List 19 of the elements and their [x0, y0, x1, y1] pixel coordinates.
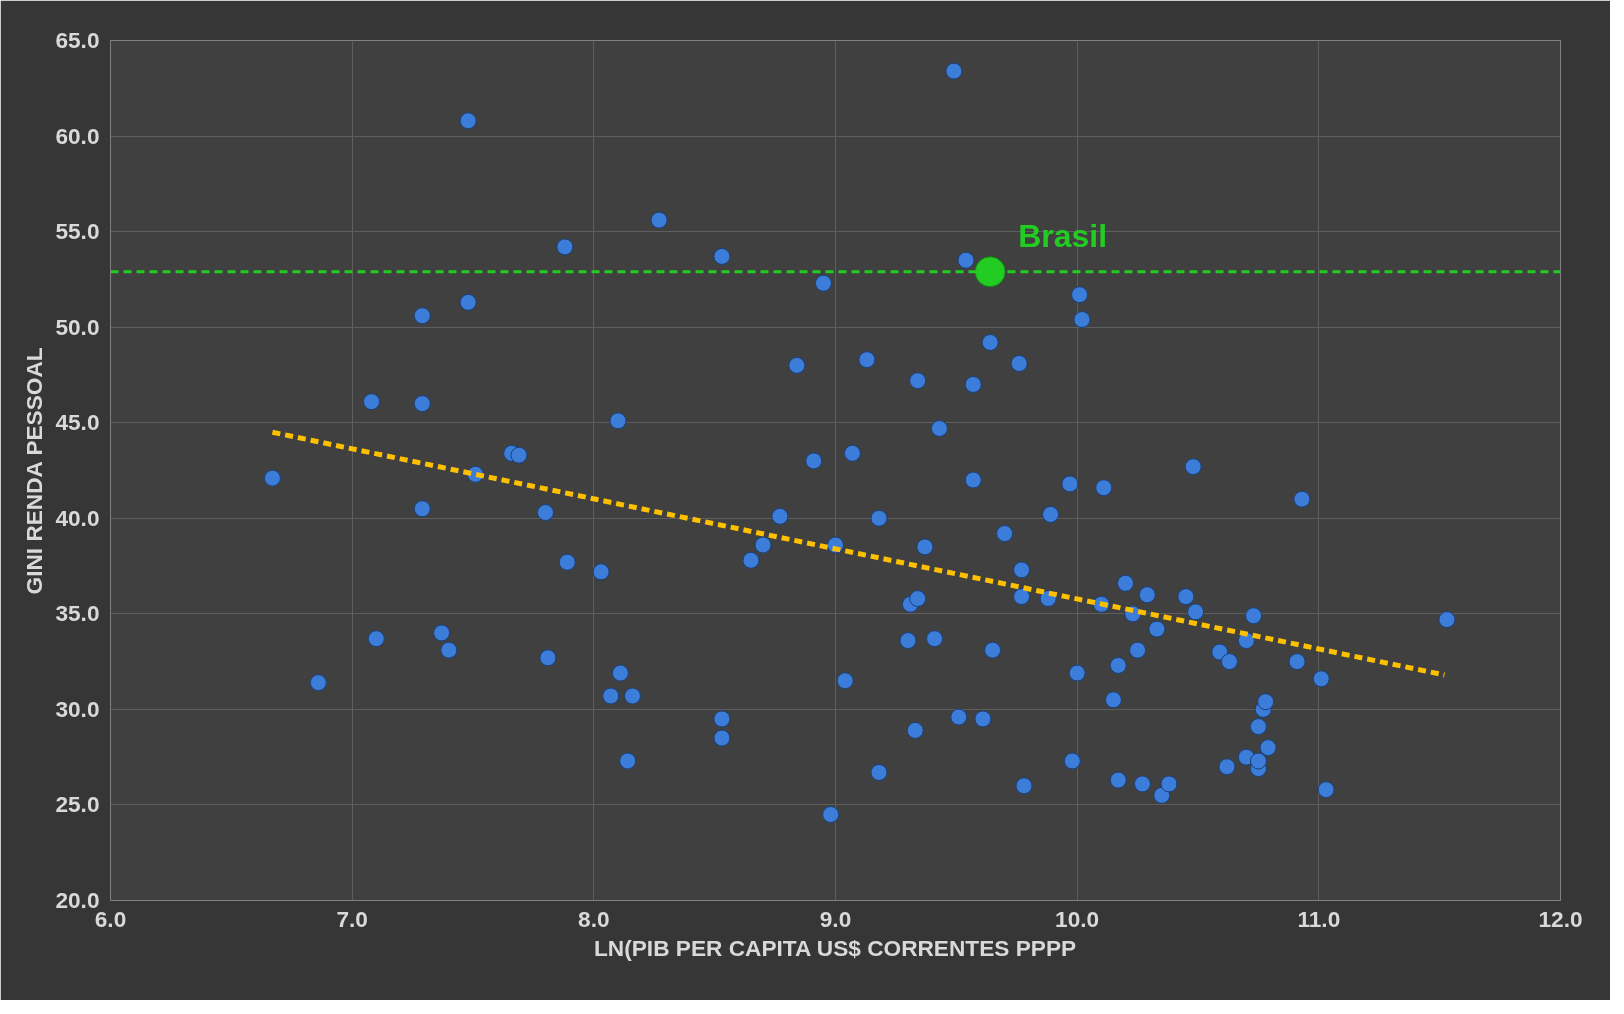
y-tick-label: 35.0	[55, 600, 100, 627]
series-label: Brasil	[1018, 217, 1108, 254]
y-tick-label: 55.0	[55, 218, 100, 245]
y-tick-label: 25.0	[55, 791, 100, 818]
x-tick-label: 9.0	[819, 905, 852, 932]
y-tick-label: 60.0	[55, 122, 100, 149]
y-tick-label: 30.0	[55, 695, 100, 722]
x-tick-label: 8.0	[578, 905, 610, 932]
y-tick-label: 65.0	[55, 27, 100, 53]
x-tick-label: 12.0	[1538, 905, 1583, 932]
y-axis-title: GINI RENDA PESSOAL	[21, 347, 48, 595]
x-tick-label: 10.0	[1055, 905, 1100, 932]
y-tick-label: 40.0	[55, 504, 100, 531]
y-tick-label: 50.0	[55, 313, 100, 340]
y-tick-label: 20.0	[55, 887, 100, 913]
x-axis-title: LN(PIB PER CAPITA US$ CORRENTES PPPP	[594, 934, 1077, 961]
y-tick-label: 45.0	[55, 409, 100, 436]
x-tick-label: 7.0	[336, 905, 368, 932]
x-tick-label: 11.0	[1297, 905, 1341, 932]
